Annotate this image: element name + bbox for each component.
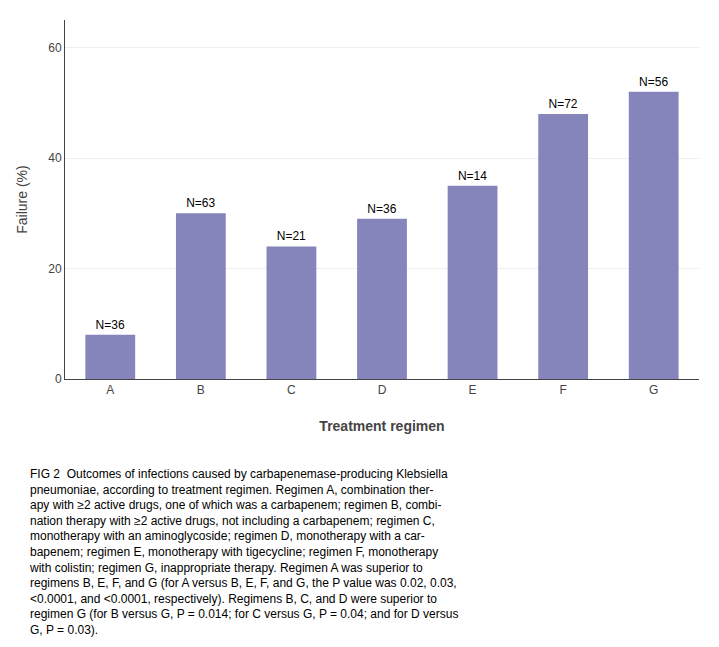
svg-text:N=56: N=56: [639, 75, 668, 89]
svg-text:40: 40: [48, 151, 62, 165]
svg-text:N=63: N=63: [186, 196, 215, 210]
svg-text:Treatment regimen: Treatment regimen: [319, 418, 444, 434]
svg-text:N=72: N=72: [548, 97, 577, 111]
svg-text:N=14: N=14: [458, 169, 487, 183]
svg-text:0: 0: [55, 372, 62, 386]
svg-text:60: 60: [48, 41, 62, 55]
svg-text:N=21: N=21: [277, 229, 306, 243]
svg-text:FIG 2 Outcomes of infections: FIG 2 Outcomes of infections caused by c…: [29, 467, 458, 637]
svg-text:B: B: [197, 383, 205, 397]
svg-text:E: E: [469, 383, 477, 397]
svg-text:F: F: [559, 383, 566, 397]
svg-text:A: A: [106, 383, 114, 397]
svg-text:Failure (%): Failure (%): [14, 165, 30, 233]
svg-text:D: D: [378, 383, 387, 397]
svg-text:20: 20: [48, 262, 62, 276]
svg-text:C: C: [287, 383, 296, 397]
svg-text:N=36: N=36: [96, 318, 125, 332]
svg-text:G: G: [649, 383, 658, 397]
svg-text:N=36: N=36: [367, 202, 396, 216]
